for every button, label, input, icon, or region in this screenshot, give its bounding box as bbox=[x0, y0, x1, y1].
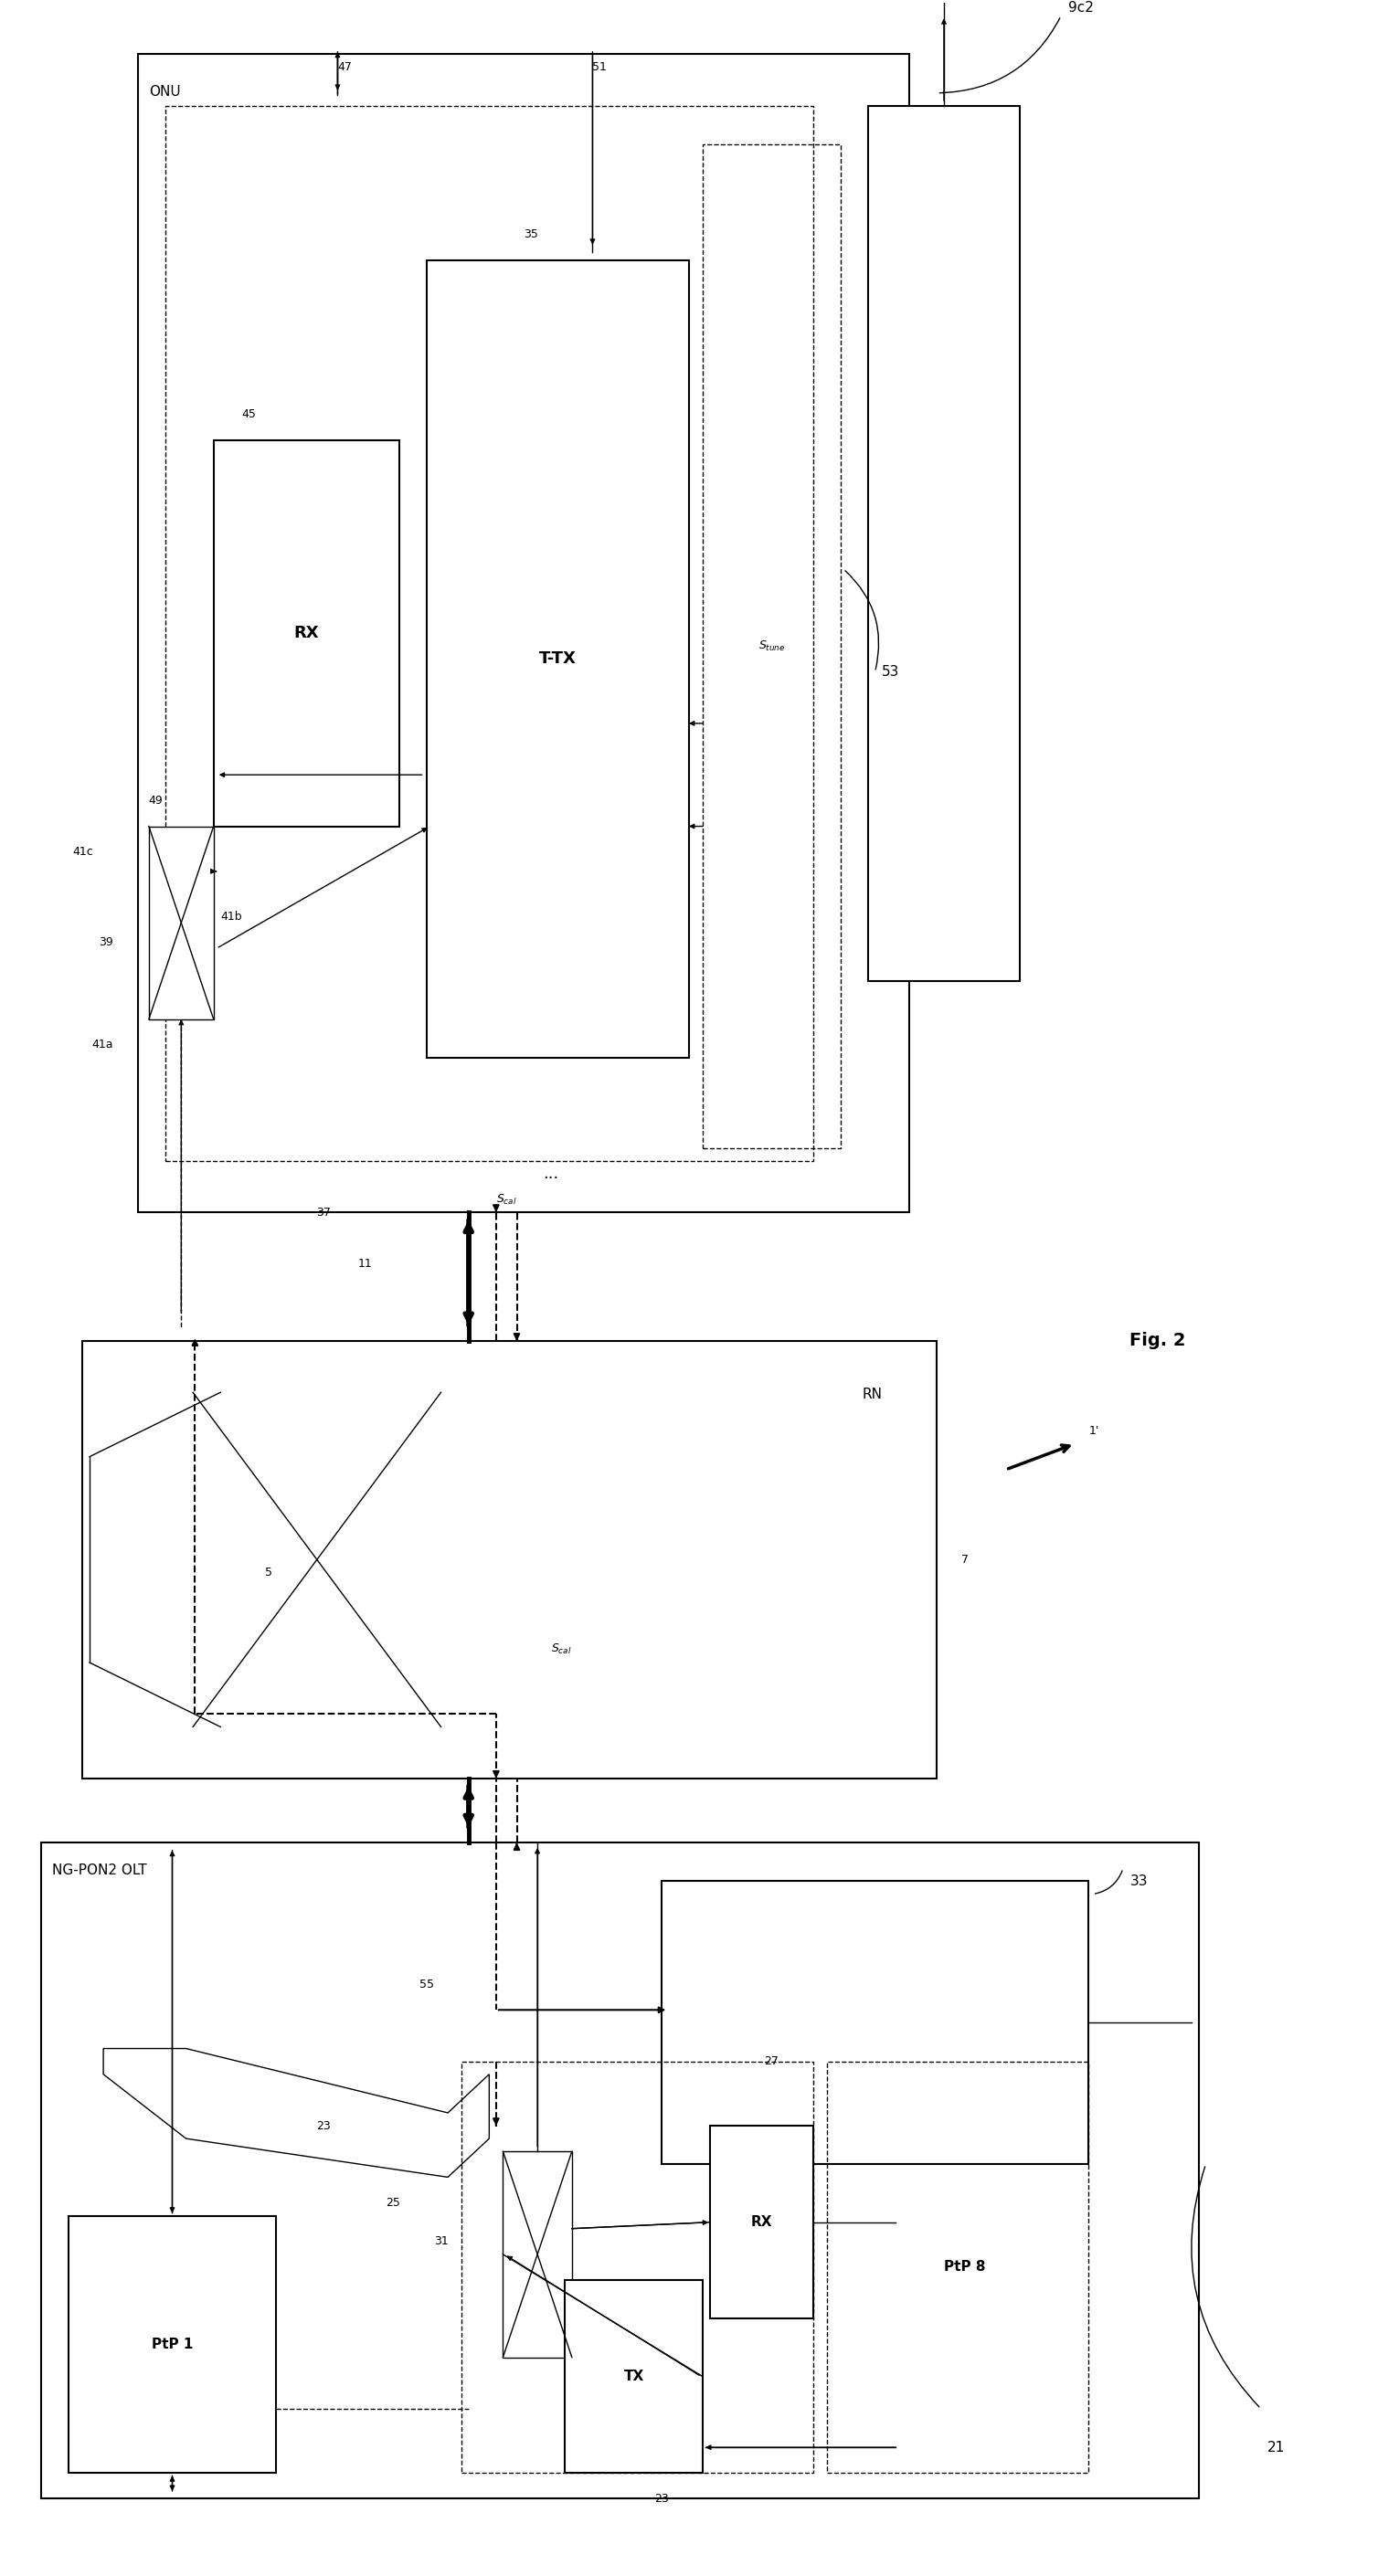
Text: 41b: 41b bbox=[220, 909, 243, 922]
Text: $S_{cal}$: $S_{cal}$ bbox=[551, 1643, 572, 1656]
Text: PtP 1: PtP 1 bbox=[152, 2336, 193, 2352]
Text: ...: ... bbox=[543, 1164, 559, 1182]
Bar bbox=[83, 1342, 937, 1777]
Bar bbox=[69, 2215, 276, 2473]
Text: 37: 37 bbox=[317, 1206, 331, 1218]
Bar bbox=[565, 2280, 703, 2473]
Text: 7: 7 bbox=[960, 1553, 969, 1566]
Text: $S_{cal}$: $S_{cal}$ bbox=[496, 1193, 517, 1206]
Bar bbox=[214, 440, 400, 827]
Text: 27: 27 bbox=[765, 2056, 779, 2069]
Text: 31: 31 bbox=[434, 2236, 448, 2246]
Text: 41a: 41a bbox=[91, 1038, 113, 1051]
Text: 45: 45 bbox=[241, 410, 256, 420]
Text: RX: RX bbox=[751, 2215, 772, 2228]
Bar bbox=[868, 106, 1020, 981]
Text: TX: TX bbox=[624, 2370, 644, 2383]
Text: 11: 11 bbox=[358, 1257, 372, 1270]
Text: 51: 51 bbox=[593, 62, 608, 72]
Text: ONU: ONU bbox=[149, 85, 181, 98]
Text: 55: 55 bbox=[420, 1978, 434, 1991]
Bar bbox=[503, 2151, 572, 2357]
Bar bbox=[41, 1842, 1199, 2499]
Text: 49: 49 bbox=[149, 793, 163, 806]
Bar bbox=[703, 144, 841, 1149]
Text: 23: 23 bbox=[317, 2120, 331, 2133]
Bar bbox=[827, 2061, 1089, 2473]
Text: 39: 39 bbox=[99, 935, 113, 948]
Text: RN: RN bbox=[861, 1388, 882, 1401]
Bar bbox=[462, 2061, 813, 2473]
Bar bbox=[427, 260, 689, 1059]
Text: NG-PON2 OLT: NG-PON2 OLT bbox=[52, 1862, 147, 1878]
Text: 23: 23 bbox=[655, 2494, 668, 2504]
Text: 1': 1' bbox=[1089, 1425, 1100, 1437]
Text: 53: 53 bbox=[882, 665, 900, 677]
Text: $S_{tune}$: $S_{tune}$ bbox=[758, 639, 785, 654]
Bar bbox=[138, 54, 909, 1213]
Text: 35: 35 bbox=[524, 229, 539, 240]
Bar bbox=[661, 1880, 1089, 2164]
Text: 47: 47 bbox=[338, 62, 353, 72]
Text: RX: RX bbox=[294, 626, 318, 641]
Bar bbox=[165, 106, 813, 1162]
Text: 33: 33 bbox=[1130, 1875, 1148, 1888]
Bar bbox=[149, 827, 214, 1020]
Text: 5: 5 bbox=[265, 1566, 273, 1579]
Text: 9c2: 9c2 bbox=[1068, 0, 1093, 15]
Text: 41c: 41c bbox=[73, 845, 94, 858]
Text: 21: 21 bbox=[1268, 2439, 1286, 2455]
Text: Fig. 2: Fig. 2 bbox=[1130, 1332, 1185, 1350]
Text: T-TX: T-TX bbox=[539, 652, 577, 667]
Text: 25: 25 bbox=[386, 2197, 400, 2208]
Text: PtP 8: PtP 8 bbox=[944, 2259, 985, 2275]
Bar bbox=[710, 2125, 813, 2318]
